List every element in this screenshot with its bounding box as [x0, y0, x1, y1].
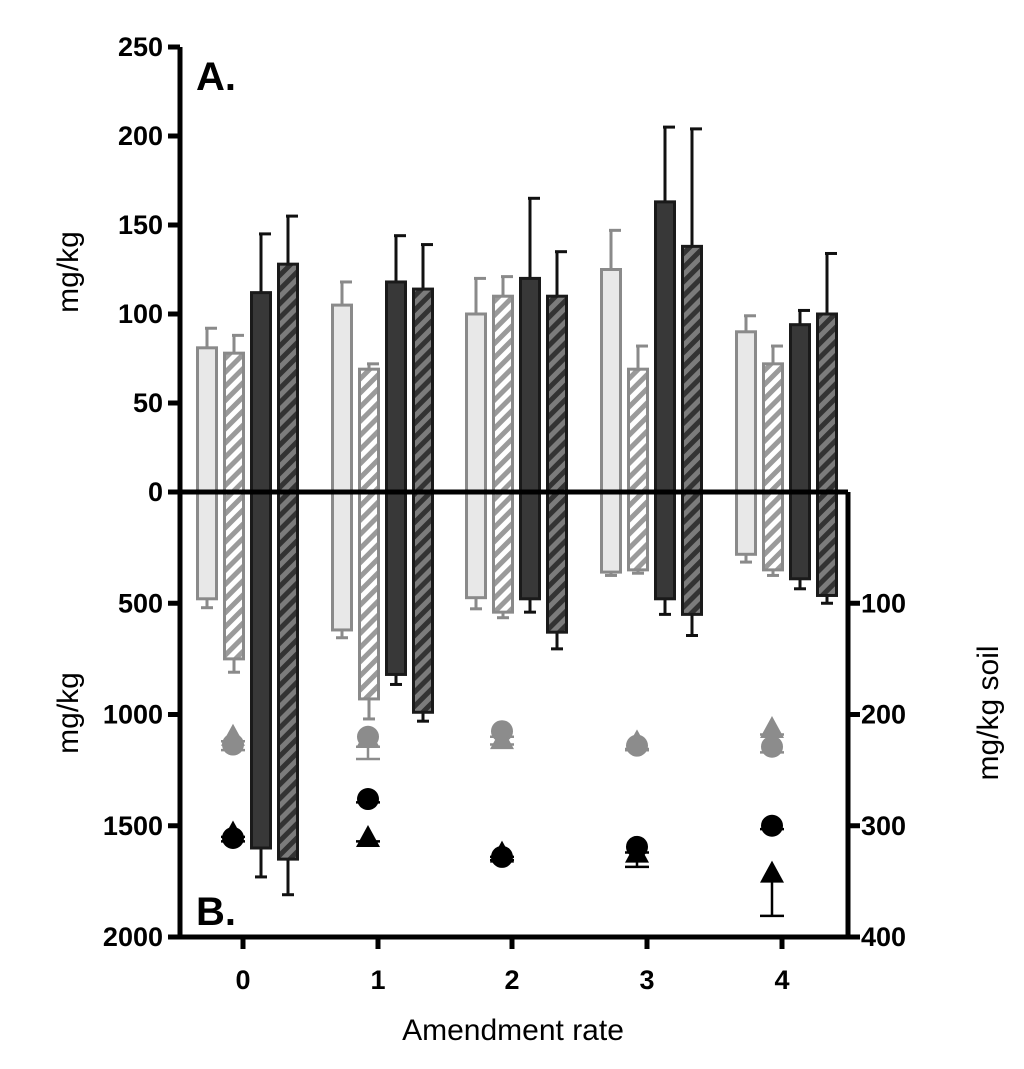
- point-triangle: [356, 824, 380, 847]
- y-tick-label-a: 50: [133, 388, 163, 418]
- bar-b-dark: [250, 490, 272, 850]
- bar-a-dark: [654, 200, 676, 494]
- x-tick-label: 3: [639, 965, 654, 995]
- bar-a-light-gray: [196, 346, 218, 494]
- bar-b-dark: [519, 490, 541, 601]
- y-tick-label-right: 200: [861, 700, 906, 730]
- bar-a-light-hatched: [358, 367, 380, 494]
- bar-b-light-hatched: [358, 490, 380, 701]
- y-tick-label-b: 2000: [103, 922, 163, 952]
- panel-b-bars: [196, 490, 838, 897]
- bar-b-light-hatched: [223, 490, 245, 661]
- y-tick-label-b: 1000: [103, 700, 163, 730]
- panel-a-label: A.: [196, 55, 236, 99]
- point-circle: [357, 788, 379, 811]
- bar-b-light-gray: [600, 490, 622, 574]
- bar-b-light-gray: [465, 490, 487, 600]
- bar-a-light-hatched: [492, 294, 514, 494]
- bar-a-dark: [385, 280, 407, 494]
- point-circle: [761, 735, 783, 758]
- bar-b-dark-hatched: [277, 490, 299, 861]
- bar-b-dark-hatched: [412, 490, 434, 714]
- bar-a-dark: [789, 323, 811, 494]
- bar-a-dark-hatched: [816, 312, 838, 494]
- point-circle: [626, 734, 648, 757]
- bar-a-dark-hatched: [546, 294, 568, 494]
- bar-a-light-gray: [465, 312, 487, 494]
- y-tick-label-right: 100: [861, 588, 906, 618]
- point-circle: [491, 720, 513, 743]
- y-tick-label-a: 200: [118, 121, 163, 151]
- bar-b-light-hatched: [762, 490, 784, 572]
- bar-a-light-hatched: [627, 367, 649, 494]
- bar-b-light-gray: [735, 490, 757, 556]
- x-tick-label: 4: [774, 965, 789, 995]
- bar-a-light-hatched: [223, 351, 245, 494]
- bar-a-light-gray: [600, 268, 622, 494]
- panel-a-bars: [196, 125, 838, 494]
- x-tick-label: 1: [370, 965, 385, 995]
- bar-b-dark-hatched: [681, 490, 703, 616]
- y-axis-title-a: mg/kg: [52, 231, 85, 313]
- bar-b-light-hatched: [492, 490, 514, 614]
- bar-b-light-hatched: [627, 490, 649, 572]
- point-triangle: [760, 715, 784, 738]
- bar-b-light-gray: [331, 490, 353, 632]
- y-tick-label-right: 400: [861, 922, 906, 952]
- bar-b-dark: [385, 490, 407, 676]
- bar-b-dark-hatched: [546, 490, 568, 634]
- point-circle: [761, 814, 783, 837]
- bar-a-dark-hatched: [681, 244, 703, 494]
- y-tick-label-a: 150: [118, 210, 163, 240]
- y-tick-label-right: 300: [861, 811, 906, 841]
- y-tick-label-a: 100: [118, 299, 163, 329]
- y-axis-title-right: mg/kg soil: [972, 645, 1005, 780]
- bar-a-light-hatched: [762, 362, 784, 494]
- point-circle: [491, 845, 513, 868]
- panel-b-label: B.: [196, 890, 236, 934]
- bar-b-dark: [654, 490, 676, 601]
- point-circle: [357, 725, 379, 748]
- y-tick-label-a: 250: [118, 32, 163, 62]
- bar-a-dark: [250, 291, 272, 494]
- x-axis-title: Amendment rate: [402, 1014, 624, 1047]
- point-circle: [222, 826, 244, 849]
- x-tick-label: 0: [235, 965, 250, 995]
- bar-b-dark-hatched: [816, 490, 838, 597]
- bar-b-light-gray: [196, 490, 218, 601]
- y-tick-label-b: 500: [118, 588, 163, 618]
- bar-a-light-gray: [735, 330, 757, 494]
- point-triangle: [760, 860, 784, 883]
- point-circle: [222, 733, 244, 756]
- axes: 0 50 100 150 200 250 500 1000 1500 2000 100 200 300 4…: [103, 32, 906, 995]
- bar-b-dark: [789, 490, 811, 581]
- bar-a-dark-hatched: [412, 287, 434, 494]
- y-tick-label-a: 0: [148, 477, 163, 507]
- bar-a-dark-hatched: [277, 262, 299, 494]
- bar-a-light-gray: [331, 303, 353, 494]
- point-circle: [626, 835, 648, 858]
- panel-b-points: [221, 715, 784, 918]
- x-tick-label: 2: [504, 965, 519, 995]
- bar-a-dark: [519, 276, 541, 494]
- y-tick-label-b: 1500: [103, 811, 163, 841]
- y-axis-title-b: mg/kg: [52, 672, 85, 754]
